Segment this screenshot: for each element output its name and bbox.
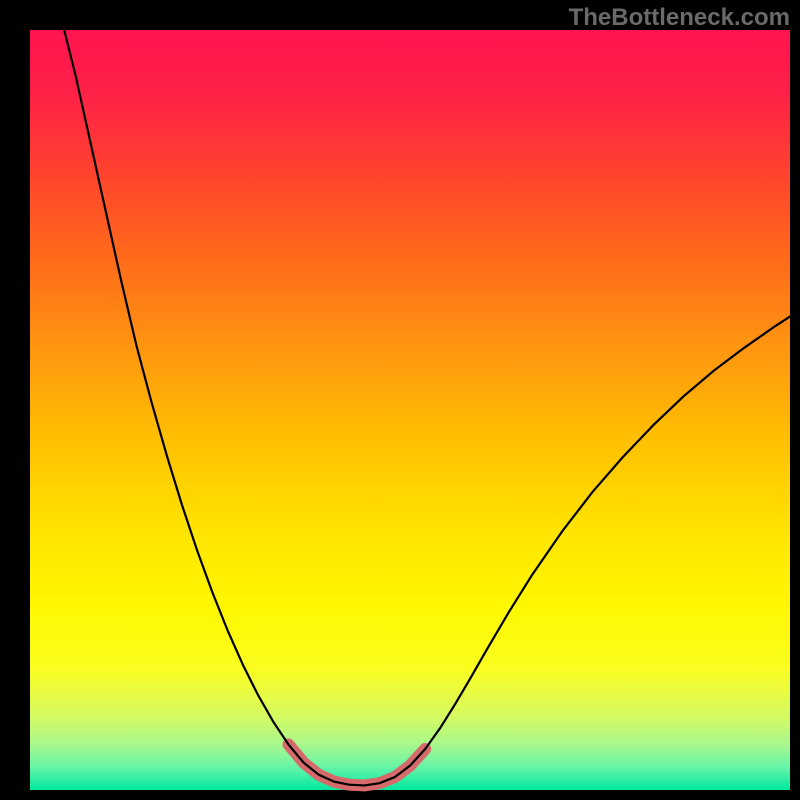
- plot-background: [30, 30, 790, 790]
- watermark-text: TheBottleneck.com: [569, 4, 790, 32]
- chart-root: TheBottleneck.com: [0, 0, 800, 800]
- chart-svg: [0, 0, 800, 800]
